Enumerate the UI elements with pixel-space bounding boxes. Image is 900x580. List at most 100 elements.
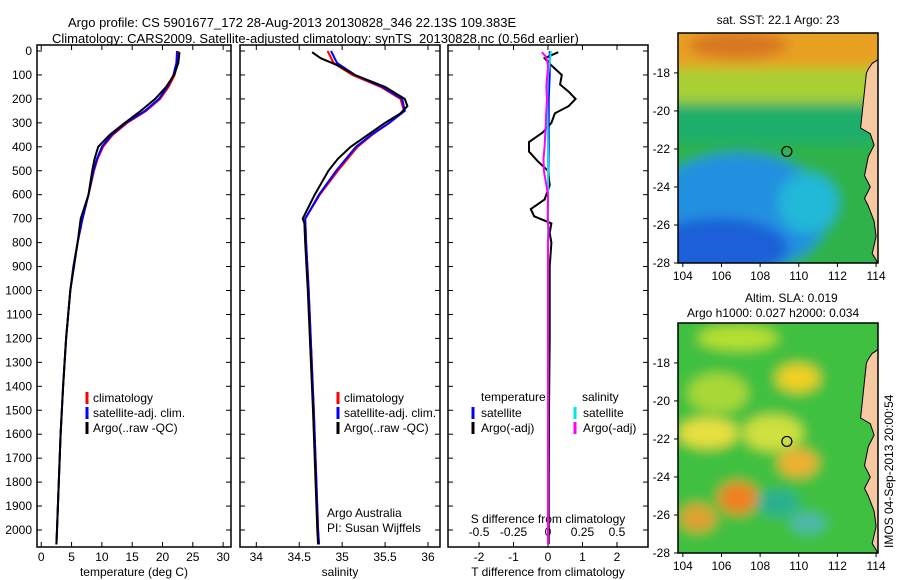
lat-tick-label: -28 — [653, 546, 671, 560]
lat-tick-label: -18 — [653, 356, 671, 370]
s-tick-label: -0.25 — [500, 525, 528, 539]
lon-tick-label: 106 — [711, 559, 731, 573]
map-title-line2: Argo h1000: 0.027 h2000: 0.034 — [687, 306, 859, 320]
lat-tick-label: -28 — [653, 256, 671, 270]
x-tick-label: 15 — [126, 550, 140, 564]
color-blobs — [678, 33, 878, 263]
timestamp-stamp: IMOS 04-Sep-2013 20:00:54 — [882, 394, 896, 548]
y-tick-label: 1600 — [5, 427, 32, 441]
y-tick-label: 2000 — [5, 523, 32, 537]
float-annotation: Argo Australia — [327, 506, 402, 520]
lat-tick-label: -26 — [653, 508, 671, 522]
figure-title-line2: Climatology: CARS2009. Satellite-adjuste… — [52, 31, 579, 46]
x-axis-label: T difference from climatology — [471, 565, 625, 579]
land-mass — [860, 57, 878, 263]
y-tick-label: 200 — [12, 92, 32, 106]
y-tick-label: 700 — [12, 212, 32, 226]
y-tick-label: 600 — [12, 188, 32, 202]
y-tick-label: 0 — [25, 44, 32, 58]
x-tick-label: -1 — [508, 550, 519, 564]
map-sst-map: 104 106 108 110 112 114 -18 -20 -22 -24 -26 -28 sat.… — [653, 13, 886, 283]
map-sla-map: 104 106 108 110 112 114 -18 -20 -22 -24 -26 -28 Alti… — [653, 291, 886, 573]
x-tick-label: 0 — [38, 550, 45, 564]
map-title: sat. SST: 22.1 Argo: 23 — [717, 13, 840, 27]
x-tick-label: 20 — [156, 550, 170, 564]
legend-label: Argo(-adj) — [583, 421, 636, 435]
y-tick-label: 1500 — [5, 403, 32, 417]
legend-header-salinity: salinity — [582, 390, 619, 404]
legend-label: satellite-adj. clim. — [344, 406, 436, 420]
lon-tick-label: 112 — [828, 269, 847, 283]
argo-position-marker — [781, 435, 793, 448]
series-line-argo-raw-qc- — [301, 51, 409, 545]
legend-label: satellite — [481, 406, 522, 420]
legend-label: climatology — [93, 391, 153, 405]
lon-tick-label: 108 — [750, 559, 770, 573]
x-tick-label: 25 — [186, 550, 200, 564]
legend-label: satellite-adj. clim. — [93, 406, 185, 420]
lon-tick-label: 104 — [673, 269, 693, 283]
legend-label: climatology — [344, 391, 404, 405]
y-tick-label: 800 — [12, 236, 32, 250]
sst-cool — [778, 173, 838, 233]
x-tick-label: 2 — [614, 550, 621, 564]
map-frame — [677, 32, 879, 264]
lat-tick-label: -20 — [653, 394, 671, 408]
legend-label: Argo(-adj) — [481, 421, 534, 435]
sla-anomaly — [678, 418, 738, 448]
map-field — [678, 33, 878, 263]
legend-label: Argo(..raw -QC) — [344, 421, 429, 435]
float-annotation: PI: Susan Wijffels — [327, 521, 421, 535]
lon-tick-label: 114 — [866, 559, 885, 573]
lon-tick-label: 114 — [866, 269, 885, 283]
series-line-argo-raw-qc- — [55, 52, 181, 545]
legend-label: Argo(..raw -QC) — [93, 421, 178, 435]
y-tick-label: 900 — [12, 260, 32, 274]
land-mass — [860, 347, 878, 553]
lon-tick-label: 104 — [673, 559, 693, 573]
lat-tick-label: -20 — [653, 104, 671, 118]
lat-tick-label: -24 — [653, 470, 671, 484]
sla-anomaly — [790, 513, 826, 533]
lat-tick-label: -22 — [653, 142, 671, 156]
map-frame — [677, 322, 879, 554]
y-tick-label: 1800 — [5, 475, 32, 489]
sst-hot — [688, 33, 788, 59]
lat-tick-label: -22 — [653, 432, 671, 446]
x-tick-label: -2 — [474, 550, 485, 564]
sla-anomaly — [743, 415, 803, 451]
y-tick-label: 1700 — [5, 451, 32, 465]
lat-tick-label: -26 — [653, 218, 671, 232]
lon-tick-label: 106 — [711, 269, 731, 283]
y-tick-label: 100 — [12, 68, 32, 82]
y-tick-label: 1900 — [5, 499, 32, 513]
legend-header-temperature: temperature — [481, 390, 546, 404]
panel-difference: -2 -1 0 1 2T difference from climatology -0.5… — [447, 44, 649, 579]
x-tick-label: 36 — [421, 550, 435, 564]
x-axis-label: salinity — [322, 565, 359, 579]
x-axis-label: temperature (deg C) — [80, 565, 188, 579]
s-tick-label: 0.5 — [609, 525, 626, 539]
y-tick-label: 300 — [12, 116, 32, 130]
sst-cold — [678, 218, 788, 263]
x-tick-label: 34 — [250, 550, 264, 564]
x-tick-label: 10 — [95, 550, 109, 564]
x-tick-label: 35.5 — [373, 550, 397, 564]
x-tick-label: 35 — [335, 550, 349, 564]
sla-anomaly — [688, 373, 748, 413]
sla-anomaly — [718, 482, 758, 514]
lat-tick-label: -18 — [653, 66, 671, 80]
s-tick-label: 0.25 — [571, 525, 595, 539]
sla-anomaly — [680, 504, 716, 532]
sla-anomaly — [776, 364, 820, 392]
y-tick-label: 1300 — [5, 355, 32, 369]
lon-tick-label: 110 — [789, 559, 808, 573]
sla-anomaly — [756, 489, 800, 517]
color-blobs — [678, 323, 878, 553]
s-tick-label: -0.5 — [469, 525, 490, 539]
x-tick-label: 5 — [68, 550, 75, 564]
y-tick-label: 1200 — [5, 331, 32, 345]
lon-tick-label: 112 — [828, 559, 847, 573]
lon-tick-label: 108 — [750, 269, 770, 283]
x-tick-label: 0 — [545, 550, 552, 564]
